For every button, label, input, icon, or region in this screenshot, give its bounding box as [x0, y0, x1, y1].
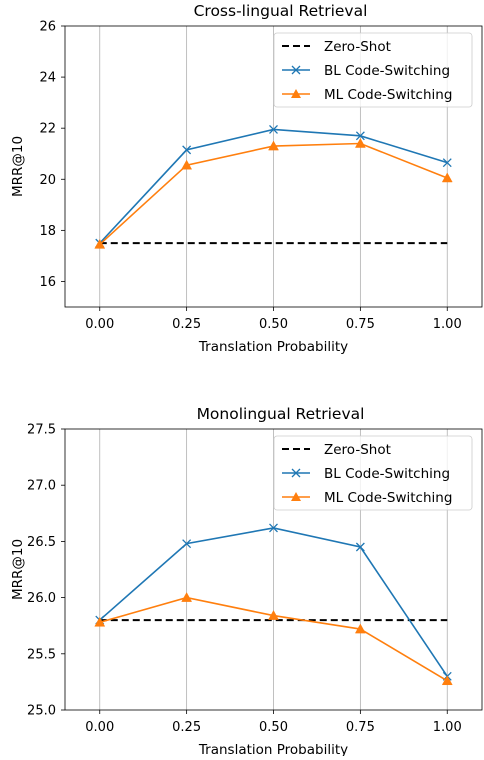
y-tick-label: 26: [39, 20, 56, 35]
x-tick-label: 1.00: [433, 720, 462, 735]
chart-title: Monolingual Retrieval: [197, 405, 365, 423]
x-axis-label: Translation Probability: [198, 742, 348, 756]
data-point-triangle-marker: [268, 610, 279, 620]
data-point-triangle-marker: [268, 140, 279, 151]
data-point-triangle-marker: [94, 616, 106, 627]
y-tick-label: 22: [39, 122, 56, 137]
chart-panel-1: 0.00 0.25 0.50 0.75 1.00 16 18 20 22 24 26 Cross-li…: [10, 2, 483, 355]
y-axis-label: MRR@10: [10, 539, 26, 600]
y-tick-label: 16: [39, 275, 56, 290]
data-point-triangle-marker: [441, 172, 453, 183]
legend-label: BL Code-Switching: [324, 63, 450, 79]
x-tick-label: 0.75: [346, 317, 375, 332]
y-tick-label: 26.0: [27, 591, 56, 606]
y-tick-label: 27.5: [27, 423, 56, 438]
y-tick-label: 20: [39, 173, 56, 188]
y-axis-label: MRR@10: [10, 136, 26, 197]
legend-label: ML Code-Switching: [324, 490, 452, 506]
x-tick-label: 0.00: [85, 720, 114, 735]
y-tick-label: 27.0: [27, 479, 56, 494]
legend-label: Zero-Shot: [324, 39, 391, 55]
x-tick-label: 0.25: [172, 317, 201, 332]
data-point-x-marker: [269, 124, 278, 134]
legend-label: ML Code-Switching: [324, 87, 452, 103]
chart-title: Cross-lingual Retrieval: [194, 2, 368, 20]
x-tick-label: 0.75: [346, 720, 375, 735]
legend-x-marker: [291, 65, 301, 75]
legend-label: BL Code-Switching: [324, 466, 450, 482]
data-point-triangle-marker: [441, 675, 453, 686]
x-tick-label: 0.25: [172, 720, 201, 735]
x-tick-label: 0.00: [85, 317, 114, 332]
data-point-x-marker: [442, 158, 452, 168]
y-tick-label: 26.5: [27, 535, 56, 550]
legend-box: [273, 32, 473, 108]
x-tick-label: 0.50: [259, 720, 288, 735]
legend-x-marker: [291, 468, 301, 478]
data-point-triangle-marker: [354, 623, 366, 634]
x-tick-label: 0.50: [259, 317, 288, 332]
legend-box: [273, 435, 473, 511]
data-point-x-marker: [355, 131, 365, 141]
data-point-x-marker: [355, 542, 365, 552]
data-point-triangle-marker: [354, 137, 366, 148]
data-point-triangle-marker: [181, 592, 193, 602]
data-point-x-marker: [182, 539, 192, 549]
x-axis-label: Translation Probability: [198, 339, 348, 355]
legend: Zero-Shot BL Code-Switching ML Code-Switch…: [273, 32, 473, 108]
x-tick-label: 1.00: [433, 317, 462, 332]
y-tick-label: 24: [39, 71, 56, 86]
legend-label: Zero-Shot: [324, 442, 391, 458]
data-point-x-marker: [269, 523, 278, 533]
data-point-x-marker: [182, 145, 192, 155]
y-tick-label: 18: [39, 224, 56, 239]
chart-panel-2: 0.00 0.25 0.50 0.75 1.00 25.0 25.5 26.0 26.5 27.0…: [10, 405, 483, 758]
legend-triangle-marker: [291, 89, 301, 98]
y-tick-label: 25.0: [27, 704, 56, 719]
legend: Zero-Shot BL Code-Switching ML Code-Switch…: [273, 435, 473, 511]
legend-triangle-marker: [291, 492, 301, 501]
y-tick-label: 25.5: [27, 647, 56, 662]
data-point-triangle-marker: [181, 159, 193, 170]
data-point-triangle-marker: [94, 238, 106, 249]
